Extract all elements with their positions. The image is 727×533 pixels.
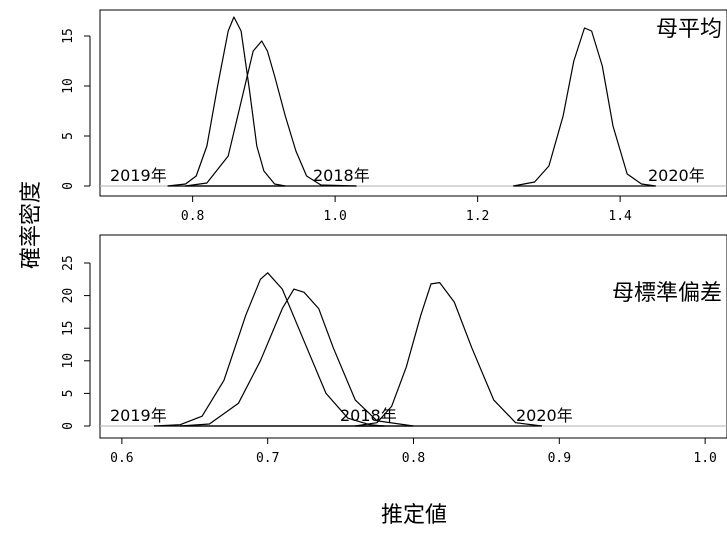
y-tick-label: 5 <box>61 132 76 140</box>
y-tick-label: 0 <box>61 422 76 430</box>
annotation-mean-2020: 2020年 <box>648 166 705 185</box>
y-tick-label: 25 <box>61 255 76 271</box>
density-curve-2020年 <box>513 27 656 187</box>
panel-mean-x-axis: 0.8 1.0 1.2 1.4 <box>181 195 632 224</box>
x-tick-label: 0.8 <box>181 209 204 224</box>
panel-sd-frame <box>99 234 727 439</box>
density-curve-2019年 <box>153 272 385 427</box>
x-tick-label: 1.0 <box>693 451 716 466</box>
y-tick-label: 15 <box>61 320 76 336</box>
panel-sd-curves <box>153 272 542 427</box>
panel-mean: 0.8 1.0 1.2 1.4 0 5 10 15 母平均 2019年 2018年 2020… <box>61 9 727 224</box>
panel-mean-curves <box>167 16 656 187</box>
density-curve-2020年 <box>355 282 542 427</box>
annotation-mean-2018: 2018年 <box>313 166 370 185</box>
annotation-mean-2019: 2019年 <box>110 166 167 185</box>
x-tick-label: 1.2 <box>466 209 489 224</box>
density-curve-2018年 <box>180 288 414 427</box>
annotation-sd-2018: 2018年 <box>340 406 397 425</box>
y-tick-label: 20 <box>61 288 76 304</box>
panel-sd-title: 母標準偏差 <box>612 281 722 306</box>
panel-sd-y-axis: 0 5 10 15 20 25 <box>61 255 91 430</box>
y-tick-label: 0 <box>61 182 76 190</box>
x-tick-label: 0.8 <box>402 451 425 466</box>
panel-sd: 0.6 0.7 0.8 0.9 1.0 0 5 10 15 20 25 母標準偏差 2019年 2… <box>61 234 727 466</box>
panel-mean-frame <box>99 9 727 197</box>
y-tick-label: 15 <box>61 28 76 44</box>
panel-mean-title: 母平均 <box>656 17 722 42</box>
density-curve-2019年 <box>167 16 286 187</box>
panel-sd-x-axis: 0.6 0.7 0.8 0.9 1.0 <box>110 437 717 466</box>
x-tick-label: 0.9 <box>548 451 571 466</box>
x-axis-title: 推定値 <box>381 503 447 528</box>
annotation-sd-2019: 2019年 <box>110 406 167 425</box>
x-tick-label: 1.0 <box>323 209 346 224</box>
y-axis-title: 確率密度 <box>19 181 44 269</box>
density-curve-2018年 <box>185 40 357 187</box>
x-tick-label: 1.4 <box>608 209 632 224</box>
y-tick-label: 5 <box>61 389 76 397</box>
x-tick-label: 0.7 <box>256 451 279 466</box>
annotation-sd-2020: 2020年 <box>516 406 573 425</box>
y-tick-label: 10 <box>61 353 76 369</box>
y-tick-label: 10 <box>61 78 76 94</box>
panel-mean-y-axis: 0 5 10 15 <box>61 28 91 190</box>
x-tick-label: 0.6 <box>110 451 133 466</box>
